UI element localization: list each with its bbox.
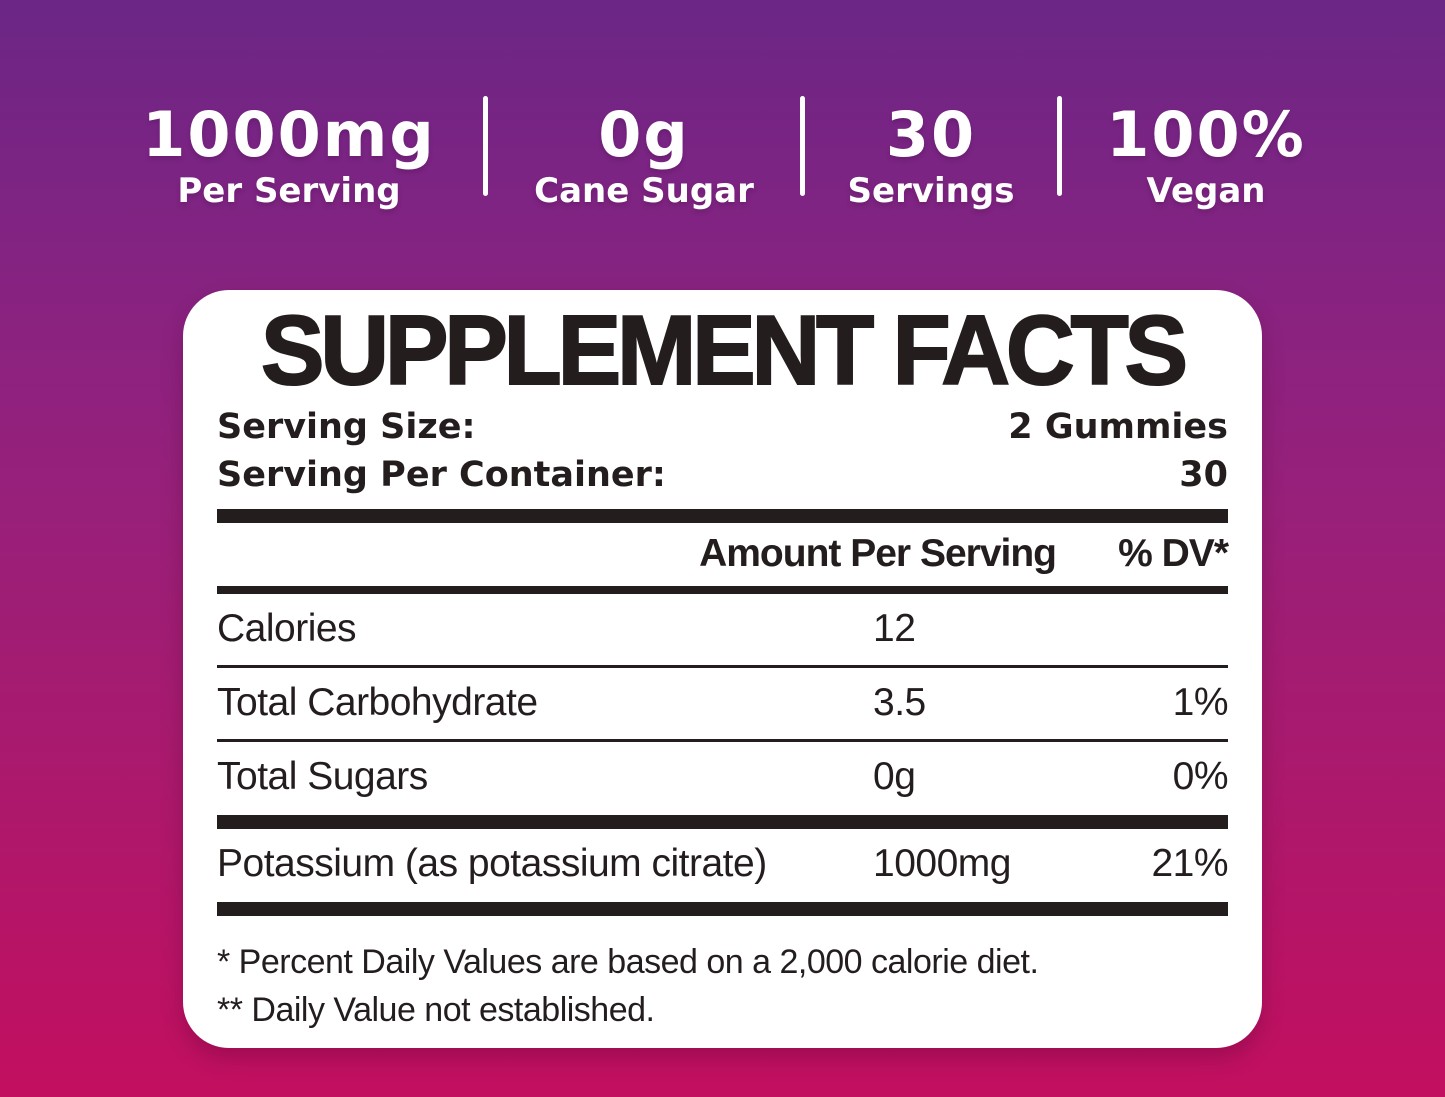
table-row-total-sugars: Total Sugars 0g 0% bbox=[217, 742, 1229, 813]
stat-divider bbox=[800, 96, 805, 196]
dv-column-header: % DV* bbox=[1118, 531, 1229, 575]
separator-thin bbox=[217, 664, 1228, 668]
stat-cane-sugar-label: Cane Sugar bbox=[534, 170, 754, 211]
supplement-facts-panel: SUPPLEMENT FACTS Serving Size: 2 Gummies… bbox=[183, 290, 1262, 1048]
stat-divider bbox=[1057, 96, 1062, 196]
stat-servings: 30 Servings bbox=[805, 82, 1057, 212]
serving-size-row: Serving Size: 2 Gummies bbox=[217, 403, 1228, 451]
header-stats-bar: 1000mg Per Serving 0g Cane Sugar 30 Serv… bbox=[0, 82, 1445, 212]
stat-vegan: 100% Vegan bbox=[1062, 82, 1350, 212]
separator-thick bbox=[217, 901, 1228, 916]
footnote-dv-not-established: ** Daily Value not established. bbox=[217, 990, 655, 1029]
stat-divider bbox=[483, 96, 488, 196]
stat-per-serving: 1000mg Per Serving bbox=[95, 82, 483, 212]
nutrient-amount: 3.5 bbox=[873, 680, 926, 724]
table-row-potassium: Potassium (as potassium citrate) 1000mg … bbox=[217, 829, 1229, 900]
serving-size-value: 2 Gummies bbox=[1008, 407, 1228, 447]
table-row-total-carbohydrate: Total Carbohydrate 3.5 1% bbox=[217, 668, 1229, 739]
servings-per-container-row: Serving Per Container: 30 bbox=[217, 451, 1228, 499]
nutrient-amount: 1000mg bbox=[873, 841, 1011, 885]
stat-cane-sugar-value: 0g bbox=[598, 97, 690, 171]
servings-per-container-value: 30 bbox=[1179, 455, 1228, 496]
footnotes: * Percent Daily Values are based on a 2,… bbox=[217, 938, 1228, 1035]
separator-thick bbox=[217, 814, 1228, 829]
separator-medium bbox=[217, 585, 1228, 594]
servings-per-container-label: Serving Per Container: bbox=[217, 455, 666, 496]
nutrient-amount: 12 bbox=[873, 606, 916, 650]
separator-thick bbox=[217, 508, 1228, 523]
separator-thin bbox=[217, 738, 1228, 742]
nutrient-amount: 0g bbox=[873, 754, 916, 798]
amount-column-header: Amount Per Serving bbox=[699, 531, 1057, 575]
stat-per-serving-value: 1000mg bbox=[142, 97, 436, 171]
panel-title: SUPPLEMENT FACTS bbox=[260, 295, 1189, 406]
stat-servings-value: 30 bbox=[885, 97, 977, 171]
column-header-row: Amount Per Serving % DV* bbox=[217, 523, 1229, 586]
nutrient-dv: 1% bbox=[1172, 680, 1229, 724]
stat-servings-label: Servings bbox=[847, 170, 1015, 211]
stat-per-serving-label: Per Serving bbox=[177, 170, 401, 211]
stat-vegan-value: 100% bbox=[1106, 97, 1306, 171]
serving-size-label: Serving Size: bbox=[217, 407, 476, 447]
nutrient-name: Calories bbox=[217, 606, 357, 650]
table-row-calories: Calories 12 bbox=[217, 594, 1228, 665]
stat-cane-sugar: 0g Cane Sugar bbox=[488, 82, 800, 212]
nutrient-name: Total Carbohydrate bbox=[217, 680, 538, 724]
footnote-daily-values: * Percent Daily Values are based on a 2,… bbox=[217, 942, 1039, 981]
nutrient-dv: 0% bbox=[1172, 754, 1229, 798]
stat-vegan-label: Vegan bbox=[1146, 170, 1266, 211]
nutrient-dv: 21% bbox=[1151, 841, 1228, 885]
nutrient-name: Total Sugars bbox=[217, 754, 428, 798]
nutrient-name: Potassium (as potassium citrate) bbox=[217, 841, 767, 885]
